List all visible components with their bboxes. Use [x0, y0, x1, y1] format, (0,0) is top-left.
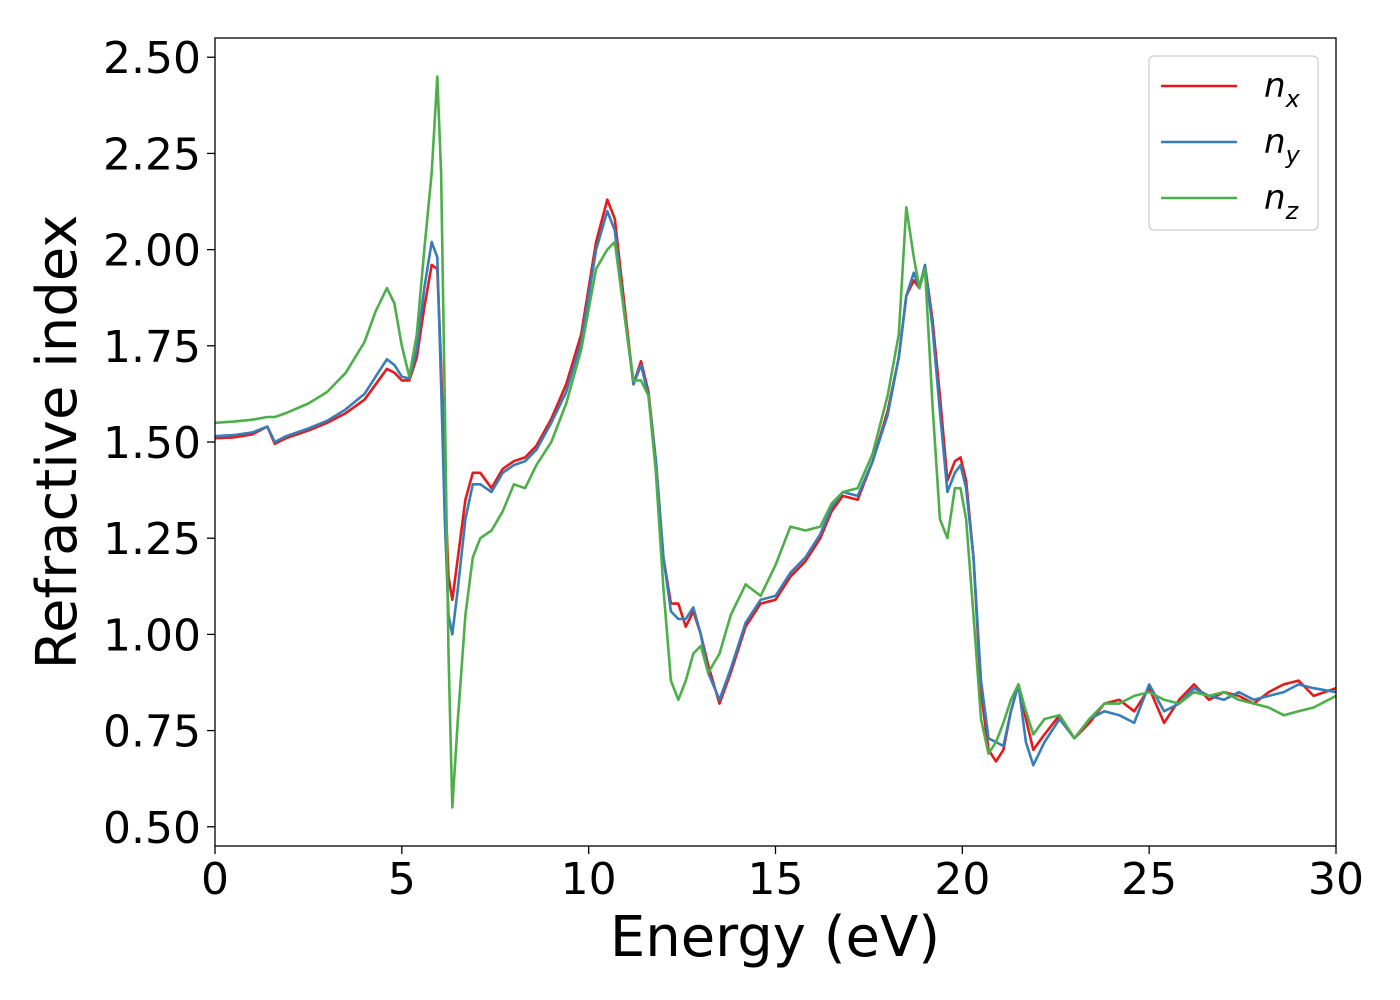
x-tick-label: 20 — [934, 854, 990, 905]
y-tick-label: 1.25 — [103, 514, 201, 565]
x-axis: 0 5 10 15 20 25 30 — [201, 846, 1364, 905]
x-tick-label: 15 — [748, 854, 804, 905]
y-axis: 0.50 0.75 1.00 1.25 1.50 1.75 2.00 2.25 2.50 — [103, 33, 215, 854]
y-tick-label: 2.25 — [103, 129, 201, 180]
y-tick-label: 1.00 — [103, 610, 201, 661]
x-tick-label: 10 — [561, 854, 617, 905]
legend-label-ny: ny — [1264, 122, 1301, 169]
x-tick-label: 30 — [1308, 854, 1364, 905]
x-tick-label: 5 — [388, 854, 416, 905]
y-tick-label: 0.50 — [103, 803, 201, 854]
y-axis-label: Refractive index — [25, 215, 90, 670]
legend: nx ny nz — [1148, 55, 1319, 231]
x-axis-label: Energy (eV) — [610, 905, 940, 970]
series-line-nz — [215, 75, 1336, 809]
y-tick-label: 1.50 — [103, 418, 201, 469]
x-tick-label: 0 — [201, 854, 229, 905]
legend-label-nz: nz — [1264, 178, 1300, 225]
y-tick-label: 2.50 — [103, 33, 201, 84]
series-layer — [215, 75, 1336, 809]
y-tick-label: 0.75 — [103, 707, 201, 758]
x-tick-label: 25 — [1121, 854, 1177, 905]
legend-label-nx: nx — [1264, 66, 1301, 113]
y-tick-label: 2.00 — [103, 226, 201, 277]
y-tick-label: 1.75 — [103, 322, 201, 373]
